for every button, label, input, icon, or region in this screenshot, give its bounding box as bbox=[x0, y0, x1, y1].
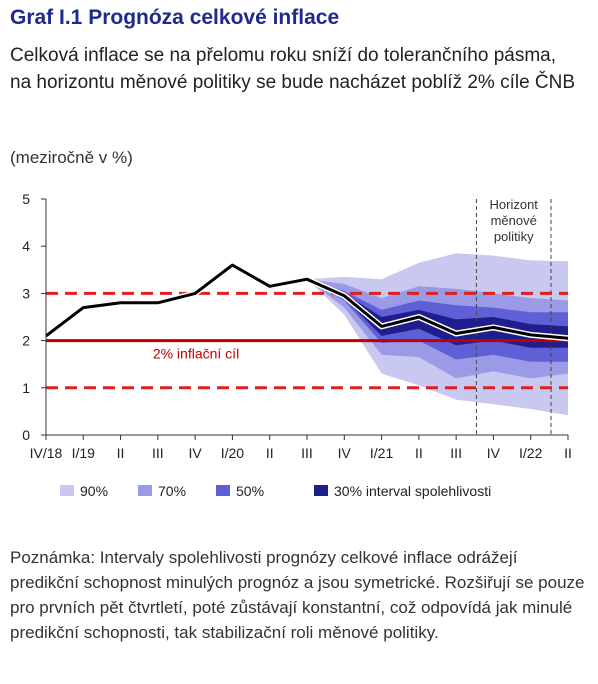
legend: 90% 70% 50% 30% interval spolehlivosti bbox=[60, 483, 491, 499]
x-tick-label: I/19 bbox=[72, 445, 96, 461]
legend-swatch bbox=[216, 485, 230, 496]
x-tick-label: I/22 bbox=[519, 445, 543, 461]
series-line bbox=[45, 263, 569, 340]
legend-label: 50% bbox=[236, 483, 264, 499]
horizon-label-line: politiky bbox=[494, 229, 534, 244]
chart-subtitle: Celková inflace se na přelomu roku sníží… bbox=[10, 45, 576, 93]
target-label: 2% inflační cíl bbox=[153, 346, 239, 362]
x-tick-label: I/21 bbox=[370, 445, 394, 461]
x-tick-label: IV bbox=[189, 445, 203, 461]
x-tick-label: II bbox=[117, 445, 125, 461]
x-tick-label: I/20 bbox=[221, 445, 245, 461]
series bbox=[44, 262, 569, 342]
x-tick-label: II bbox=[266, 445, 274, 461]
y-tick-label: 4 bbox=[22, 238, 30, 254]
x-tick-label: II bbox=[564, 445, 572, 461]
x-tick-label: III bbox=[152, 445, 164, 461]
x-tick-label: IV bbox=[487, 445, 501, 461]
chart-title: Graf I.1 Prognóza celkové inflace bbox=[10, 6, 340, 29]
legend-swatch bbox=[314, 485, 328, 496]
y-tick-label: 3 bbox=[22, 285, 30, 301]
chart-note: Poznámka: Intervaly spolehlivosti prognó… bbox=[10, 548, 585, 642]
legend-label: 90% bbox=[80, 483, 108, 499]
legend-label: 70% bbox=[158, 483, 186, 499]
x-tick-label: III bbox=[301, 445, 313, 461]
horizon-label-line: Horizont bbox=[490, 197, 539, 212]
y-tick-label: 5 bbox=[22, 191, 30, 207]
x-tick-label: III bbox=[450, 445, 462, 461]
y-tick-label: 1 bbox=[22, 380, 30, 396]
x-tick-label: II bbox=[415, 445, 423, 461]
legend-swatch bbox=[60, 485, 74, 496]
legend-label: 30% interval spolehlivosti bbox=[334, 483, 491, 499]
x-tick-label: IV bbox=[338, 445, 352, 461]
legend-swatch bbox=[138, 485, 152, 496]
x-tick-label: IV/18 bbox=[30, 445, 63, 461]
y-tick-label: 2 bbox=[22, 333, 30, 349]
y-tick-label: 0 bbox=[22, 427, 30, 443]
horizon-label-line: měnové bbox=[491, 213, 537, 228]
unit-label: (meziročně v %) bbox=[10, 148, 133, 167]
